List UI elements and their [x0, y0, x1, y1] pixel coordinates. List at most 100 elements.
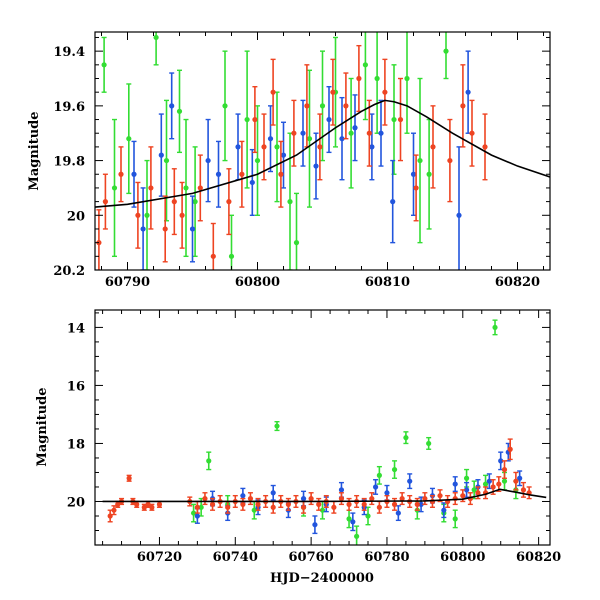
- top-data-point: [148, 146, 154, 230]
- bottom-data-point: [126, 474, 132, 482]
- top-data-point: [319, 50, 326, 162]
- bottom-data-point: [247, 492, 254, 506]
- bottom-data-point: [338, 492, 345, 506]
- top-data-point: [326, 86, 332, 154]
- bottom-data-point: [346, 497, 352, 511]
- top-data-point: [300, 99, 306, 167]
- top-x-tick-label: 60810: [365, 275, 410, 290]
- top-data-point: [460, 64, 466, 148]
- bottom-data-point: [376, 465, 382, 485]
- bottom-data-point: [407, 473, 413, 490]
- bottom-data-point: [403, 431, 409, 445]
- bottom-data-point: [255, 497, 261, 511]
- bottom-data-point: [492, 319, 498, 336]
- top-data-point: [382, 58, 388, 126]
- top-data-point: [162, 195, 168, 263]
- top-plot-area: [95, 32, 550, 270]
- bottom-data-point: [513, 471, 519, 491]
- top-data-point: [280, 121, 287, 189]
- top-data-point: [210, 222, 216, 270]
- bottom-data-point: [526, 486, 532, 500]
- bottom-data-point: [331, 500, 337, 514]
- top-data-point: [261, 113, 267, 181]
- bottom-data-point: [391, 460, 398, 479]
- bottom-data-point: [452, 492, 458, 506]
- bottom-data-point: [361, 497, 367, 511]
- top-data-point: [456, 146, 462, 270]
- bottom-x-tick-label: 60720: [137, 550, 182, 565]
- top-data-point: [244, 50, 250, 189]
- top-data-point: [153, 32, 159, 66]
- top-x-tick-label: 60820: [495, 275, 540, 290]
- top-data-point: [270, 58, 276, 126]
- top-data-point: [366, 99, 372, 167]
- top-data-point: [140, 187, 146, 270]
- bottom-data-point: [376, 500, 382, 514]
- top-y-tick-label: 20.2: [53, 264, 85, 279]
- bottom-panel: 60720 60740 60760 60780 60800 60820 14 16 18 20 M…: [35, 309, 561, 586]
- top-data-point: [274, 91, 280, 203]
- top-axes: 60790 60800 60810 60820 19.4 19.6 19.8 20 20.2: [53, 32, 550, 290]
- bottom-data-point: [507, 438, 513, 461]
- top-data-point: [369, 113, 375, 181]
- top-data-point: [176, 69, 183, 154]
- top-y-tick-label: 19.6: [53, 100, 85, 115]
- bottom-series-2: [107, 438, 532, 523]
- top-data-point: [101, 36, 107, 93]
- bottom-data-point: [285, 497, 291, 511]
- top-data-point: [249, 148, 255, 216]
- bottom-data-point: [445, 494, 451, 508]
- top-data-point: [413, 154, 419, 222]
- top-data-point: [378, 99, 384, 167]
- top-data-point: [267, 105, 274, 173]
- top-data-point: [390, 159, 396, 244]
- top-y-axis-label: Magnitude: [27, 111, 42, 190]
- top-data-point: [205, 118, 211, 203]
- bottom-data-point: [350, 512, 356, 532]
- bottom-data-point: [308, 492, 314, 506]
- top-data-point: [306, 69, 313, 208]
- top-data-point: [235, 113, 241, 181]
- top-y-tick-label: 19.8: [53, 155, 85, 170]
- bottom-series-0: [190, 319, 519, 545]
- top-data-point: [404, 32, 410, 134]
- bottom-data-point: [426, 436, 432, 450]
- bottom-x-tick-label: 60800: [440, 550, 485, 565]
- top-data-point: [343, 72, 349, 140]
- top-data-point: [192, 146, 198, 258]
- top-data-point: [135, 181, 141, 249]
- top-data-point: [171, 168, 177, 236]
- top-data-point: [469, 99, 475, 167]
- top-data-point: [287, 132, 293, 270]
- top-series-0: [101, 32, 449, 270]
- bottom-data-point: [354, 525, 360, 545]
- bottom-data-point: [399, 492, 405, 506]
- top-data-point: [131, 140, 137, 208]
- bottom-data-point: [441, 502, 447, 519]
- top-y-tick-label: 20: [67, 209, 85, 224]
- bottom-x-tick-label: 60760: [289, 550, 334, 565]
- top-plot-frame: [94, 31, 551, 271]
- bottom-data-point: [372, 479, 379, 495]
- bottom-y-axis-label: Magnitude: [35, 387, 50, 466]
- bottom-x-tick-label: 60740: [213, 550, 258, 565]
- bottom-x-axis-label: HJD−2400000: [270, 571, 374, 586]
- top-data-point: [189, 195, 196, 263]
- top-data-point: [126, 83, 132, 195]
- bottom-data-point: [517, 470, 523, 487]
- top-x-tick-label: 60800: [235, 275, 280, 290]
- top-data-point: [228, 214, 235, 270]
- bottom-data-point: [369, 492, 375, 506]
- top-data-point: [118, 146, 124, 203]
- top-series-2: [96, 44, 488, 270]
- top-data-point: [426, 118, 432, 230]
- bottom-data-point: [156, 500, 163, 508]
- top-data-point: [391, 64, 397, 175]
- bottom-y-tick-label: 16: [67, 379, 85, 394]
- top-data-point: [239, 140, 245, 208]
- bottom-data-point: [312, 515, 318, 535]
- top-data-point: [313, 132, 319, 200]
- top-data-point: [179, 181, 185, 249]
- top-data-point: [362, 32, 368, 121]
- bottom-model-curve: [102, 488, 547, 503]
